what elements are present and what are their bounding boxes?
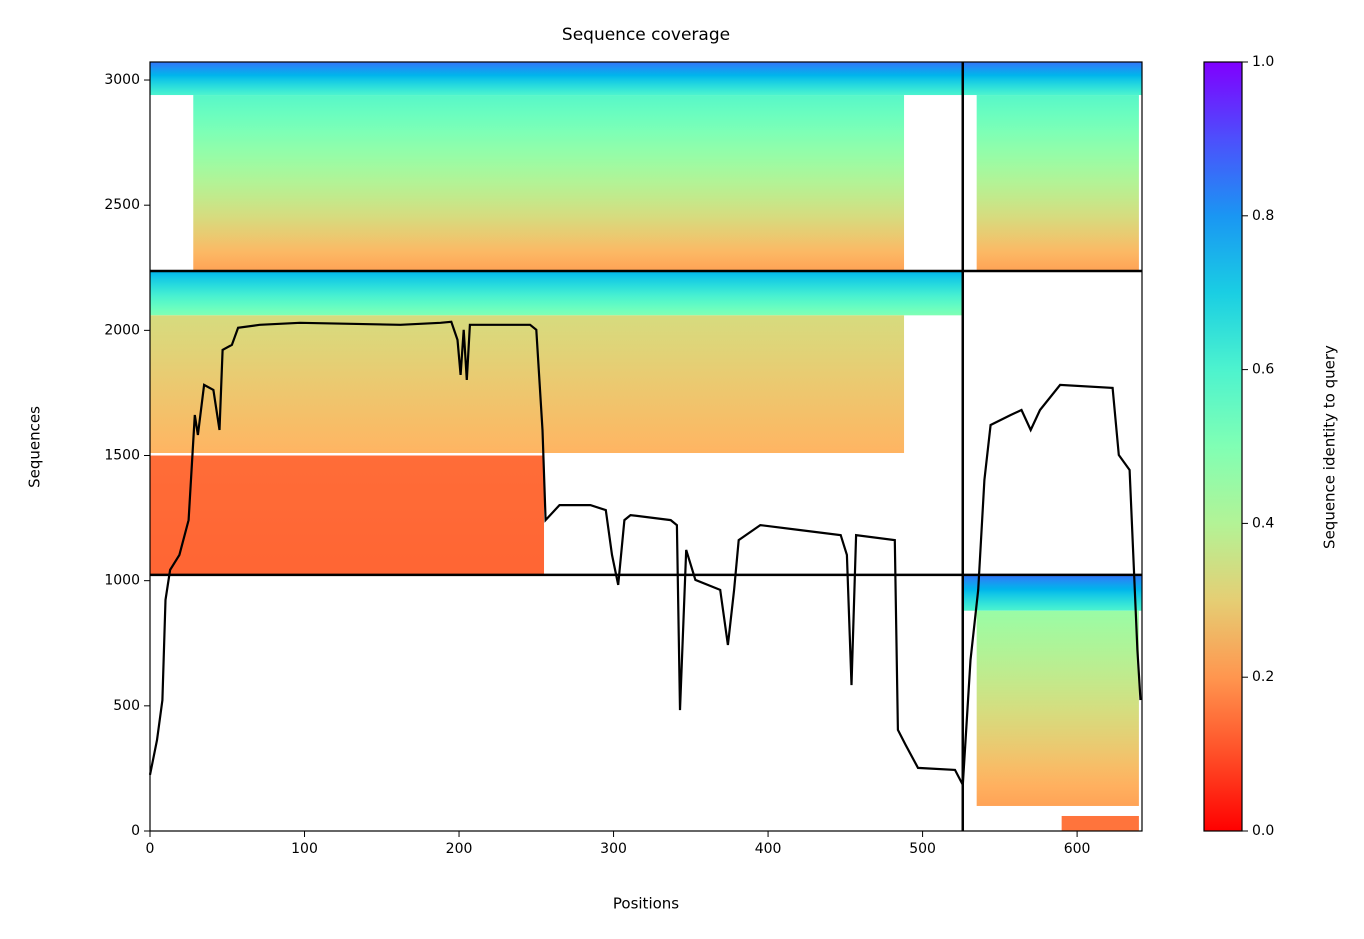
- colorbar-tick-label: 0.4: [1252, 515, 1274, 531]
- x-tick-label: 500: [909, 841, 936, 857]
- colorbar-label: Sequence identity to query: [1321, 345, 1339, 549]
- y-tick-label: 1000: [104, 573, 140, 589]
- coverage-block: [150, 62, 963, 96]
- x-tick-label: 400: [755, 841, 782, 857]
- plot-frame: [149, 61, 1143, 832]
- y-tick-label: 500: [113, 698, 140, 714]
- colorbar-tick-label: 1.0: [1252, 54, 1274, 70]
- coverage-block: [150, 271, 963, 316]
- x-tick-label: 300: [600, 841, 627, 857]
- y-axis-label: Sequences: [26, 406, 44, 488]
- x-tick-label: 200: [446, 841, 473, 857]
- y-tick-label: 2500: [104, 197, 140, 213]
- coverage-block: [150, 315, 905, 454]
- y-tick-label: 0: [131, 823, 140, 839]
- coverage-block: [962, 574, 1142, 611]
- coverage-block: [150, 455, 545, 575]
- y-tick-label: 2000: [104, 322, 140, 338]
- coverage-line: [148, 320, 1142, 789]
- colorbar-tick-label: 0.8: [1252, 208, 1274, 224]
- coverage-block: [976, 610, 1139, 806]
- coverage-block: [962, 62, 1142, 96]
- coverage-block: [1061, 815, 1139, 831]
- colorbar-tick-label: 0.2: [1252, 669, 1274, 685]
- colorbar-tick-label: 0.6: [1252, 362, 1274, 378]
- x-tick-label: 600: [1064, 841, 1091, 857]
- colorbar: [1203, 61, 1243, 832]
- colorbar-tick-label: 0.0: [1252, 823, 1274, 839]
- y-tick-label: 3000: [104, 72, 140, 88]
- y-tick-label: 1500: [104, 448, 140, 464]
- chart-title: Sequence coverage: [562, 25, 730, 45]
- x-tick-label: 100: [291, 841, 318, 857]
- x-axis-label: Positions: [613, 895, 679, 913]
- x-tick-label: 0: [146, 841, 155, 857]
- coverage-block: [193, 95, 905, 271]
- coverage-block: [976, 95, 1139, 271]
